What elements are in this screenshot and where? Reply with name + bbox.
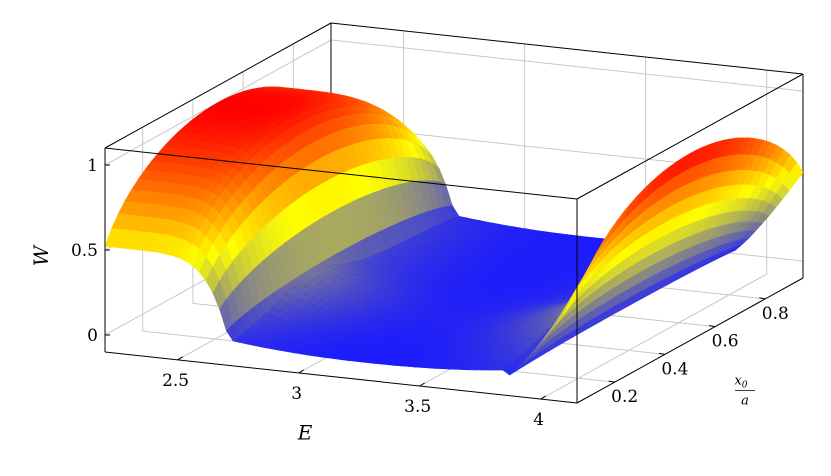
tick-label-x0: 0.8 xyxy=(762,304,789,324)
axis-e xyxy=(104,351,578,404)
axis-label-w: W xyxy=(29,244,53,266)
surface-mesh xyxy=(104,86,804,376)
tick-label-e: 4 xyxy=(533,410,544,430)
tick-mark-e xyxy=(419,382,425,387)
tick-mark-x0 xyxy=(608,380,615,383)
box-edge xyxy=(104,22,332,149)
tick-mark-x0 xyxy=(709,325,716,328)
tick-label-e: 3.5 xyxy=(404,397,431,417)
tick-label-x0: 0.2 xyxy=(611,387,638,407)
tick-mark-e xyxy=(177,356,183,361)
box-edge xyxy=(576,73,804,200)
axis-label-e: E xyxy=(297,421,313,445)
box-edge xyxy=(330,22,804,75)
tick-label-w: 0 xyxy=(87,326,98,346)
tick-label-e: 2.5 xyxy=(162,371,189,391)
tick-label-e: 3 xyxy=(291,384,302,404)
box-edge xyxy=(104,147,578,200)
tick-label-x0: 0.6 xyxy=(712,332,739,352)
tick-mark-e xyxy=(298,369,304,374)
tick-label-w: 1 xyxy=(87,156,98,176)
tick-mark-e xyxy=(540,395,546,400)
tick-label-w: 0.5 xyxy=(71,241,98,261)
tick-mark-x0 xyxy=(658,352,665,355)
axis-label-x0-denominator: a xyxy=(741,394,749,409)
tick-mark-x0 xyxy=(759,297,766,300)
axis-label-x0-numerator: x0 xyxy=(734,374,747,391)
grid-line-w-back xyxy=(330,39,804,92)
tick-label-x0: 0.4 xyxy=(661,359,688,379)
